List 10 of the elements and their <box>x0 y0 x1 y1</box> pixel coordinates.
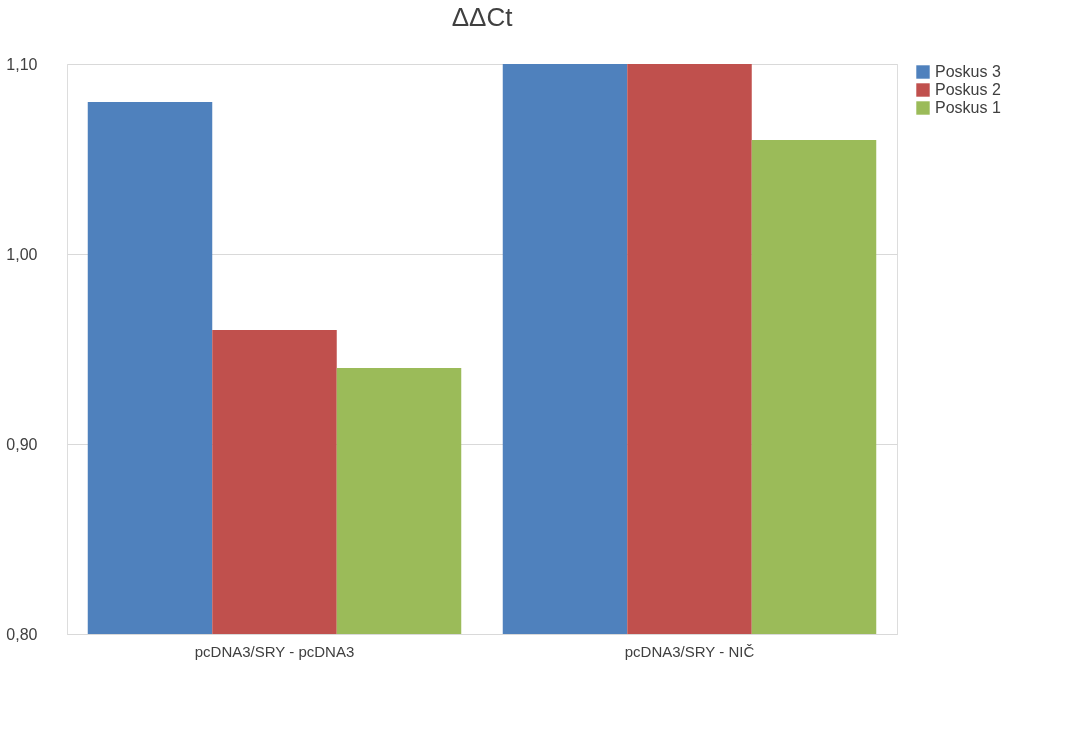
y-tick-label: 0,80 <box>6 625 38 643</box>
y-tick-label: 1,00 <box>6 245 38 263</box>
y-tick-label: 0,90 <box>6 435 38 453</box>
chart-title: ΔΔCt <box>451 2 514 32</box>
x-tick-label: pcDNA3/SRY - pcDNA3 <box>194 642 355 660</box>
legend-label: Poskus 3 <box>935 63 1001 80</box>
y-tick-label: 1,10 <box>6 55 38 73</box>
x-tick-label: pcDNA3/SRY - NIČ <box>624 642 755 660</box>
legend-label: Poskus 2 <box>935 81 1001 98</box>
legend-label: Poskus 1 <box>935 99 1001 116</box>
